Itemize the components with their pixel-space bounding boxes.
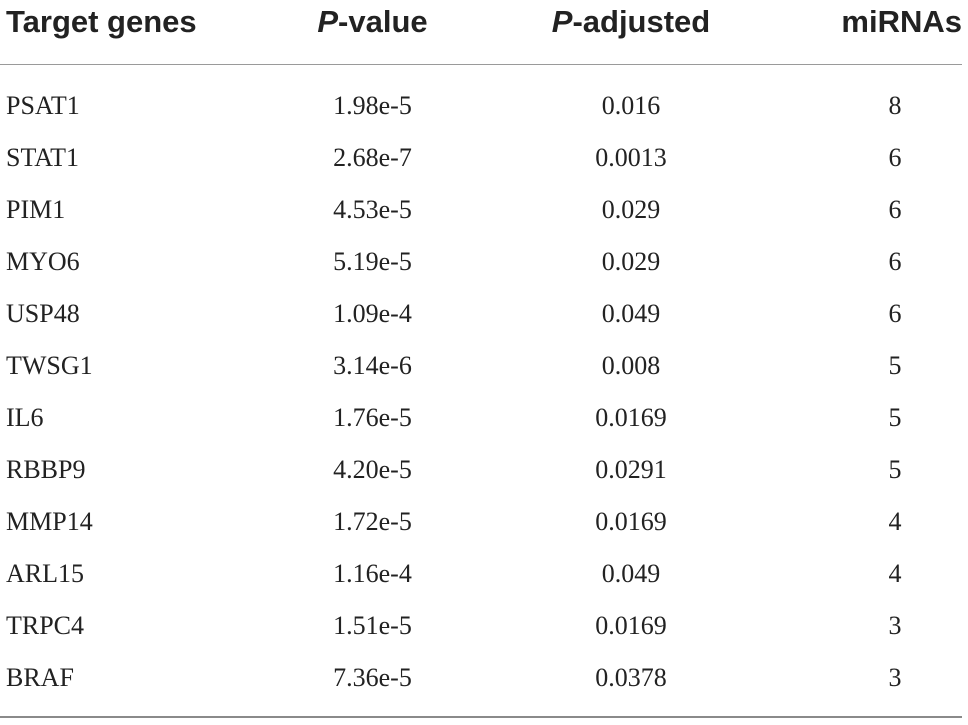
table-row: PIM1 4.53e-5 0.029 6 [0, 184, 968, 236]
cell-p-adjusted: 0.0378 [595, 663, 667, 692]
header-p-value-italic: P [317, 4, 339, 39]
table-body: PSAT1 1.98e-5 0.016 8 STAT1 2.68e-7 0.0013 6 PIM… [0, 80, 968, 704]
header-p-value: P-value [0, 2, 745, 42]
cell-p-adjusted: 0.008 [601, 351, 661, 380]
cell-p-value: 1.98e-5 [333, 91, 412, 120]
cell-gene: PIM1 [6, 195, 66, 224]
cell-gene: ARL15 [6, 559, 84, 588]
cell-p-adjusted: 0.049 [601, 559, 661, 588]
cell-mirnas: 4 [888, 559, 902, 588]
cell-p-value: 4.20e-5 [333, 455, 412, 484]
cell-mirnas: 6 [888, 143, 902, 172]
cell-p-value: 1.16e-4 [333, 559, 412, 588]
table-bottom-rule [0, 716, 962, 718]
cell-p-adjusted: 0.0169 [595, 611, 667, 640]
table-row: RBBP9 4.20e-5 0.0291 5 [0, 444, 968, 496]
cell-gene: TWSG1 [6, 351, 93, 380]
table-row: MYO6 5.19e-5 0.029 6 [0, 236, 968, 288]
cell-mirnas: 8 [888, 91, 902, 120]
cell-p-adjusted: 0.0169 [595, 507, 667, 536]
cell-p-adjusted: 0.029 [601, 247, 661, 276]
header-target-genes: Target genes [6, 4, 197, 39]
table-row: IL6 1.76e-5 0.0169 5 [0, 392, 968, 444]
cell-gene: TRPC4 [6, 611, 85, 640]
cell-p-value: 3.14e-6 [333, 351, 412, 380]
cell-mirnas: 5 [888, 351, 902, 380]
cell-p-adjusted: 0.0169 [595, 403, 667, 432]
cell-p-value: 4.53e-5 [333, 195, 412, 224]
header-p-adjusted-rest: -adjusted [572, 4, 711, 39]
cell-p-value: 7.36e-5 [333, 663, 412, 692]
cell-mirnas: 5 [888, 455, 902, 484]
cell-mirnas: 3 [888, 663, 902, 692]
cell-gene: MYO6 [6, 247, 80, 276]
cell-gene: BRAF [6, 663, 74, 692]
header-p-adjusted-italic: P [551, 4, 573, 39]
cell-mirnas: 6 [888, 247, 902, 276]
cell-gene: USP48 [6, 299, 80, 328]
table-row: ARL15 1.16e-4 0.049 4 [0, 548, 968, 600]
table-row: TRPC4 1.51e-5 0.0169 3 [0, 600, 968, 652]
cell-p-value: 1.51e-5 [333, 611, 412, 640]
cell-mirnas: 6 [888, 195, 902, 224]
cell-mirnas: 5 [888, 403, 902, 432]
cell-p-adjusted: 0.049 [601, 299, 661, 328]
table-row: MMP14 1.72e-5 0.0169 4 [0, 496, 968, 548]
cell-gene: RBBP9 [6, 455, 86, 484]
cell-p-adjusted: 0.029 [601, 195, 661, 224]
cell-mirnas: 3 [888, 611, 902, 640]
cell-gene: IL6 [6, 403, 44, 432]
cell-mirnas: 4 [888, 507, 902, 536]
table-row: BRAF 7.36e-5 0.0378 3 [0, 652, 968, 704]
table-row: STAT1 2.68e-7 0.0013 6 [0, 132, 968, 184]
table-row: PSAT1 1.98e-5 0.016 8 [0, 80, 968, 132]
cell-p-value: 1.09e-4 [333, 299, 412, 328]
table-header-row: Target genes P-value P-adjusted miRNAs [0, 0, 968, 46]
cell-p-adjusted: 0.0291 [595, 455, 667, 484]
header-p-value-rest: -value [338, 4, 428, 39]
cell-gene: PSAT1 [6, 91, 80, 120]
table-row: USP48 1.09e-4 0.049 6 [0, 288, 968, 340]
cell-p-adjusted: 0.0013 [595, 143, 667, 172]
cell-p-value: 1.72e-5 [333, 507, 412, 536]
cell-gene: STAT1 [6, 143, 80, 172]
table-row: TWSG1 3.14e-6 0.008 5 [0, 340, 968, 392]
cell-gene: MMP14 [6, 507, 93, 536]
cell-p-value: 2.68e-7 [333, 143, 412, 172]
cell-mirnas: 6 [888, 299, 902, 328]
header-mirnas: miRNAs [841, 4, 962, 39]
cell-p-value: 1.76e-5 [333, 403, 412, 432]
cell-p-adjusted: 0.016 [601, 91, 661, 120]
header-p-adjusted: P-adjusted [0, 2, 968, 42]
header-divider [0, 64, 962, 65]
cell-p-value: 5.19e-5 [333, 247, 412, 276]
